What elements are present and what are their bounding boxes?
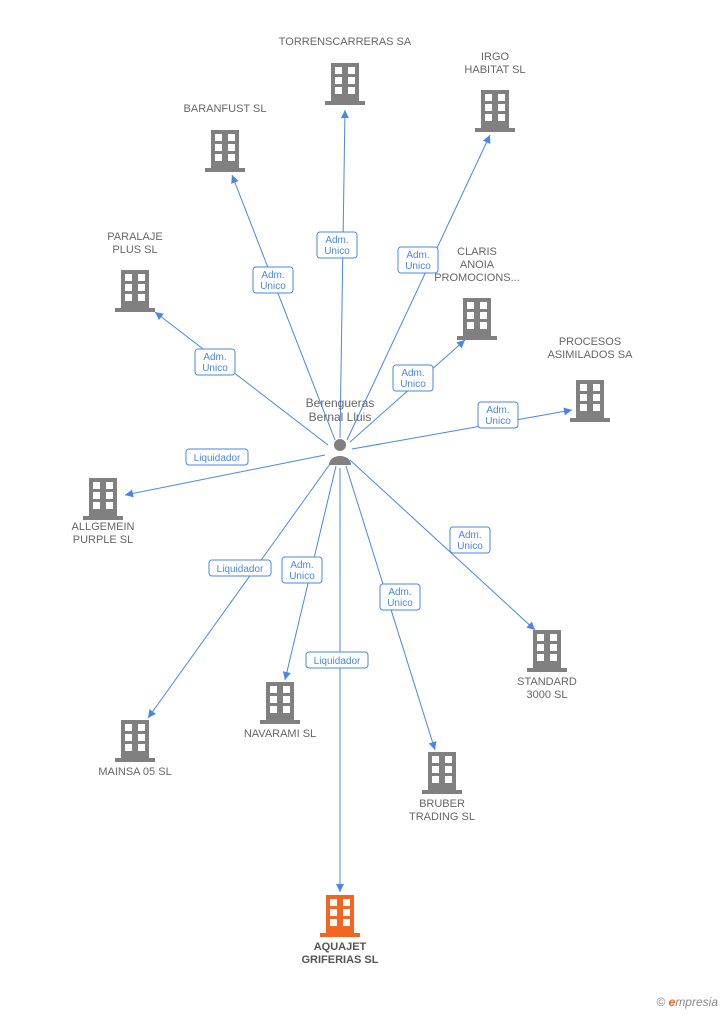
brand-logo-rest: mpresia [675,995,718,1009]
svg-text:Unico: Unico [400,379,426,390]
edge-procesos [352,407,572,449]
svg-text:Adm.: Adm. [203,352,226,363]
node-label: PURPLE SL [73,534,134,546]
edge-badge-paralaje: Adm.Unico [195,349,235,375]
building-icon [527,630,567,672]
svg-text:Adm.: Adm. [290,560,313,571]
building-icon [115,720,155,762]
edge-badge-claris: Adm.Unico [393,365,433,391]
node-allgemein: ALLGEMEINPURPLE SL [72,478,135,546]
edge-standard [350,460,535,630]
node-label: TORRENSCARRERAS SA [279,36,412,48]
node-label: ASIMILADOS SA [548,349,634,361]
svg-text:Adm.: Adm. [401,368,424,379]
edge-badge-baranfust: Adm.Unico [253,267,293,293]
building-icon [475,90,515,132]
svg-text:Unico: Unico [202,363,228,374]
edge-badge-bruber: Adm.Unico [380,584,420,610]
building-icon [570,380,610,422]
node-procesos: PROCESOSASIMILADOS SA [548,336,634,422]
node-label: TRADING SL [409,811,475,823]
edge-badge-mainsa: Liquidador [209,560,271,576]
node-label: IRGO [481,51,510,63]
svg-text:Unico: Unico [324,246,350,257]
node-label: STANDARD [517,676,577,688]
node-label: ALLGEMEIN [72,521,135,533]
svg-text:Liquidador: Liquidador [217,564,264,575]
node-label: PARALAJE [107,231,162,243]
svg-text:Unico: Unico [387,598,413,609]
node-baranfust: BARANFUST SL [184,103,267,172]
svg-text:Berengueras: Berengueras [306,396,375,410]
edge-badge-procesos: Adm.Unico [478,402,518,428]
edge-badge-irgo: Adm.Unico [398,247,438,273]
node-label: NAVARAMI SL [244,728,316,740]
node-aquajet: AQUAJETGRIFERIAS SL [301,895,378,966]
edge-badge-aquajet: Liquidador [306,652,368,668]
svg-text:Liquidador: Liquidador [194,453,241,464]
building-icon [115,270,155,312]
edge-badge-allgemein: Liquidador [186,449,248,465]
node-label: CLARIS [457,246,497,258]
node-label: HABITAT SL [464,64,525,76]
building-icon [457,298,497,340]
node-label: AQUAJET [314,941,367,953]
copyright-symbol: © [656,995,665,1009]
svg-text:Adm.: Adm. [388,587,411,598]
node-label: BARANFUST SL [184,103,267,115]
node-mainsa: MAINSA 05 SL [98,720,171,778]
node-label: PLUS SL [112,244,157,256]
building-icon [325,63,365,105]
edge-paralaje [155,312,328,445]
building-icon [260,682,300,724]
edge-aquajet [336,468,344,892]
node-claris: CLARISANOIAPROMOCIONS... [434,246,520,340]
edge-torrens [340,110,349,438]
svg-text:Unico: Unico [457,541,483,552]
network-diagram: Adm.UnicoAdm.UnicoAdm.UnicoAdm.UnicoAdm.… [0,0,728,1015]
svg-text:Adm.: Adm. [486,405,509,416]
node-standard: STANDARD3000 SL [517,630,577,701]
svg-text:Unico: Unico [485,416,511,427]
svg-text:Unico: Unico [405,261,431,272]
building-icon [320,895,360,937]
node-label: BRUBER [419,798,465,810]
edge-badge-navarami: Adm.Unico [282,557,322,583]
node-torrens: TORRENSCARRERAS SA [279,36,412,105]
svg-text:Unico: Unico [289,571,315,582]
node-bruber: BRUBERTRADING SL [409,752,475,823]
building-icon [422,752,462,794]
node-label: ANOIA [460,259,495,271]
node-label: GRIFERIAS SL [301,954,378,966]
edge-irgo [347,135,490,440]
building-icon [205,130,245,172]
svg-text:Bernal Lluis: Bernal Lluis [309,410,372,424]
node-paralaje: PARALAJEPLUS SL [107,231,162,312]
node-navarami: NAVARAMI SL [244,682,316,740]
svg-text:Adm.: Adm. [261,270,284,281]
edge-mainsa [148,464,330,718]
svg-text:Adm.: Adm. [406,250,429,261]
svg-text:Unico: Unico [260,281,286,292]
node-label: PROCESOS [559,336,621,348]
node-label: MAINSA 05 SL [98,766,171,778]
node-irgo: IRGOHABITAT SL [464,51,525,132]
footer-credit: © empresia [656,995,718,1009]
edge-badge-standard: Adm.Unico [450,527,490,553]
edge-badge-torrens: Adm.Unico [317,232,357,258]
svg-text:Liquidador: Liquidador [314,656,361,667]
node-label: 3000 SL [527,689,568,701]
building-icon [83,478,123,520]
svg-text:Adm.: Adm. [325,235,348,246]
svg-text:Adm.: Adm. [458,530,481,541]
node-label: PROMOCIONS... [434,272,520,284]
